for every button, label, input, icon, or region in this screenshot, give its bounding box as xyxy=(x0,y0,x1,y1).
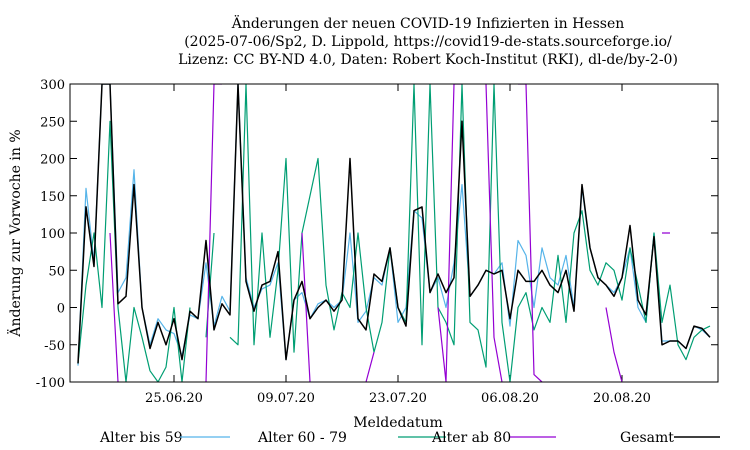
plot-frame xyxy=(69,83,719,383)
x-tick-label: 25.06.20 xyxy=(145,391,203,406)
series-line-1 xyxy=(77,84,711,382)
series-line-3 xyxy=(77,84,711,364)
x-axis-label: Meldedatum xyxy=(353,415,443,431)
series-layer xyxy=(77,84,711,382)
legend-label-0: Alter bis 59 xyxy=(99,430,183,446)
y-tick-label: 250 xyxy=(40,115,65,130)
y-tick-label: -50 xyxy=(44,339,65,354)
y-tick-label: 100 xyxy=(40,227,65,242)
legend-label-1: Alter 60 - 79 xyxy=(257,430,347,446)
y-tick-label: 200 xyxy=(40,153,65,168)
y-tick-label: 150 xyxy=(40,190,65,205)
legend-label-3: Gesamt xyxy=(620,430,674,446)
y-tick-label: -100 xyxy=(36,376,65,391)
x-tick-label: 09.07.20 xyxy=(257,391,315,406)
legend-label-2: Alter ab 80 xyxy=(431,430,511,446)
chart-title-line-3: Lizenz: CC BY-ND 4.0, Daten: Robert Koch… xyxy=(178,52,678,68)
x-axis-ticks: 25.06.20 09.07.20 23.07.20 06.08.20 20.08.20 xyxy=(145,84,651,406)
y-tick-label: 300 xyxy=(40,78,65,93)
x-tick-label: 20.08.20 xyxy=(593,391,651,406)
chart-title-line-1: Änderungen der neuen COVID-19 Infizierte… xyxy=(231,14,625,32)
chart-title-line-2: (2025-07-06/Sp2, D. Lippold, https://cov… xyxy=(184,34,672,50)
y-axis-ticks: -100 -50 0 50 100 150 200 250 300 xyxy=(36,78,718,391)
x-tick-label: 23.07.20 xyxy=(369,391,427,406)
y-tick-label: 50 xyxy=(48,264,65,279)
x-tick-label: 06.08.20 xyxy=(481,391,539,406)
y-tick-label: 0 xyxy=(57,302,65,317)
legend: Alter bis 59 Alter 60 - 79 Alter ab 80 Gesa… xyxy=(99,430,720,446)
y-axis-label: Änderung zur Vorwoche in % xyxy=(6,129,24,337)
series-line-2 xyxy=(109,84,670,382)
